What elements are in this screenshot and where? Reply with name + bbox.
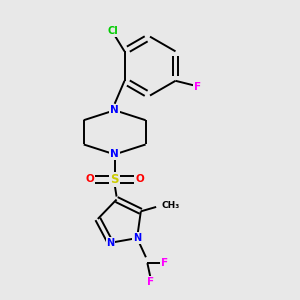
Text: O: O	[135, 174, 144, 184]
Text: F: F	[161, 258, 169, 268]
Text: Cl: Cl	[107, 26, 118, 36]
Text: F: F	[147, 277, 154, 287]
Text: O: O	[85, 174, 94, 184]
Text: CH₃: CH₃	[161, 201, 180, 210]
Text: N: N	[133, 233, 141, 243]
Text: N: N	[110, 105, 119, 115]
Text: N: N	[110, 149, 119, 159]
Text: F: F	[194, 82, 201, 92]
Text: N: N	[106, 238, 115, 248]
Text: S: S	[110, 173, 119, 186]
